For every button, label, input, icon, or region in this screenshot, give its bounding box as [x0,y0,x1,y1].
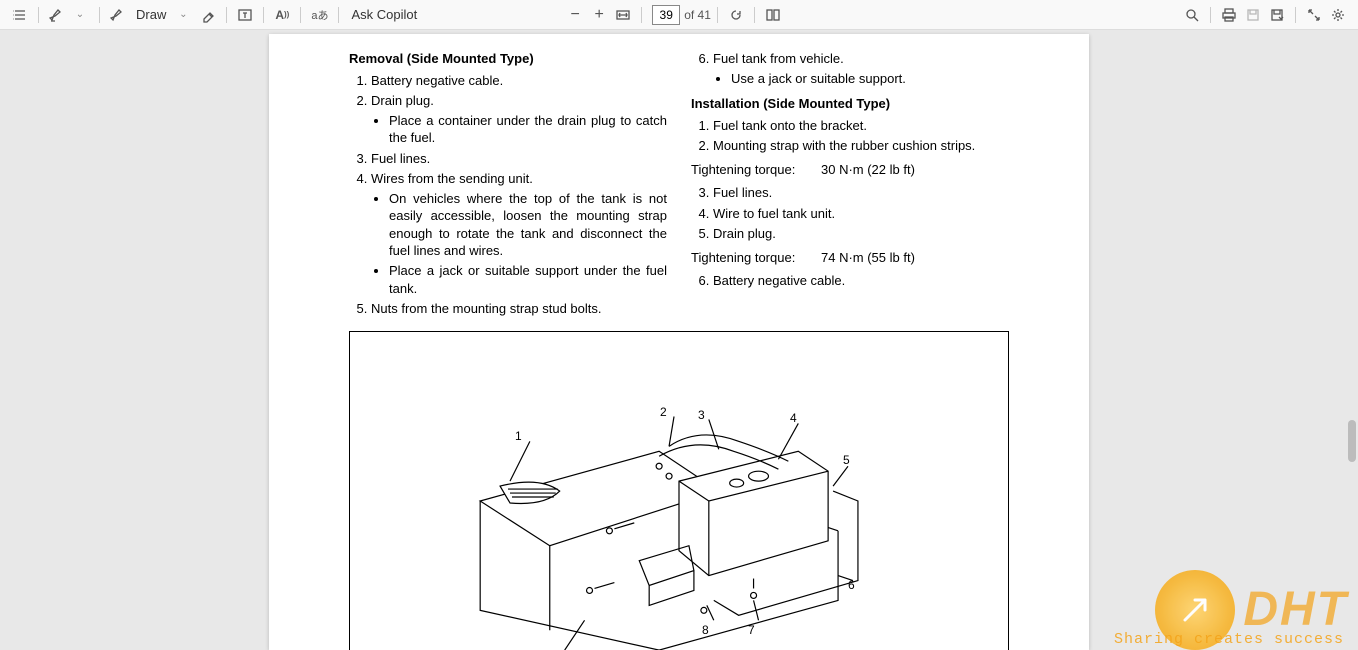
separator [38,7,39,23]
callout-3: 3 [698,407,705,423]
pdf-toolbar: ⌄ Draw ⌄ A)) aあ Ask Copilot − + of 41 [0,0,1358,30]
sub-item: Place a jack or suitable support under t… [389,262,667,297]
removal-heading: Removal (Side Mounted Type) [349,50,667,68]
text-box-icon[interactable] [233,4,257,26]
read-aloud-icon[interactable]: A)) [270,4,294,26]
callout-5: 5 [843,452,850,468]
sub-item: Use a jack or suitable support. [731,70,1009,88]
page-number-input[interactable] [652,5,680,25]
right-column: Fuel tank from vehicle. Use a jack or su… [691,50,1009,321]
separator [99,7,100,23]
callout-6: 6 [848,577,855,593]
fullscreen-icon[interactable] [1302,4,1326,26]
zoom-out-icon[interactable]: − [563,4,587,26]
list-item: Battery negative cable. [713,272,1009,290]
watermark-brand: DHT [1243,586,1348,634]
diagram-svg [350,332,1008,650]
separator [338,7,339,23]
page-total-label: of 41 [684,8,711,22]
list-item: Fuel lines. [371,150,667,168]
left-column: Removal (Side Mounted Type) Battery nega… [349,50,667,321]
settings-icon[interactable] [1326,4,1350,26]
list-item: Nuts from the mounting strap stud bolts. [371,300,667,318]
callout-7: 7 [748,622,755,638]
save-as-icon[interactable] [1265,4,1289,26]
separator [717,7,718,23]
print-icon[interactable] [1217,4,1241,26]
rotate-icon[interactable] [724,4,748,26]
callout-2: 2 [660,404,667,420]
installation-heading: Installation (Side Mounted Type) [691,95,1009,113]
callout-8: 8 [702,622,709,638]
list-item: Fuel tank from vehicle. Use a jack or su… [713,50,1009,87]
separator [1295,7,1296,23]
highlight-chevron-icon[interactable]: ⌄ [69,4,93,26]
sub-item: On vehicles where the top of the tank is… [389,190,667,260]
vertical-scrollbar[interactable] [1348,420,1356,462]
fit-width-icon[interactable] [611,4,635,26]
list-item: Wire to fuel tank unit. [713,205,1009,223]
pdf-viewport: Removal (Side Mounted Type) Battery nega… [0,30,1358,650]
separator [1210,7,1211,23]
list-item: Mounting strap with the rubber cushion s… [713,137,1009,155]
exploded-diagram: 1 2 3 4 5 6 7 8 9 [349,331,1009,650]
draw-button[interactable]: Draw [130,7,172,22]
separator [754,7,755,23]
ask-copilot-button[interactable]: Ask Copilot [345,7,423,22]
list-item: Drain plug. Place a container under the … [371,92,667,147]
separator [226,7,227,23]
translate-icon[interactable]: aあ [307,4,332,26]
sub-item: Place a container under the drain plug t… [389,112,667,147]
separator [263,7,264,23]
list-item: Fuel lines. [713,184,1009,202]
highlight-icon[interactable] [45,4,69,26]
list-item: Battery negative cable. [371,72,667,90]
callout-1: 1 [515,428,522,444]
torque-spec: Tightening torque: 30 N·m (22 lb ft) [691,161,1009,179]
zoom-in-icon[interactable]: + [587,4,611,26]
page-view-icon[interactable] [761,4,785,26]
contents-icon[interactable] [8,4,32,26]
draw-chevron-icon[interactable]: ⌄ [172,4,196,26]
watermark-tagline: Sharing creates success [1114,631,1344,648]
separator [300,7,301,23]
list-item: Fuel tank onto the bracket. [713,117,1009,135]
search-icon[interactable] [1180,4,1204,26]
save-icon[interactable] [1241,4,1265,26]
draw-icon[interactable] [106,4,130,26]
list-item: Wires from the sending unit. On vehicles… [371,170,667,297]
erase-icon[interactable] [196,4,220,26]
pdf-page: Removal (Side Mounted Type) Battery nega… [269,34,1089,650]
separator [641,7,642,23]
callout-4: 4 [790,410,797,426]
list-item: Drain plug. [713,225,1009,243]
torque-spec: Tightening torque: 74 N·m (55 lb ft) [691,249,1009,267]
